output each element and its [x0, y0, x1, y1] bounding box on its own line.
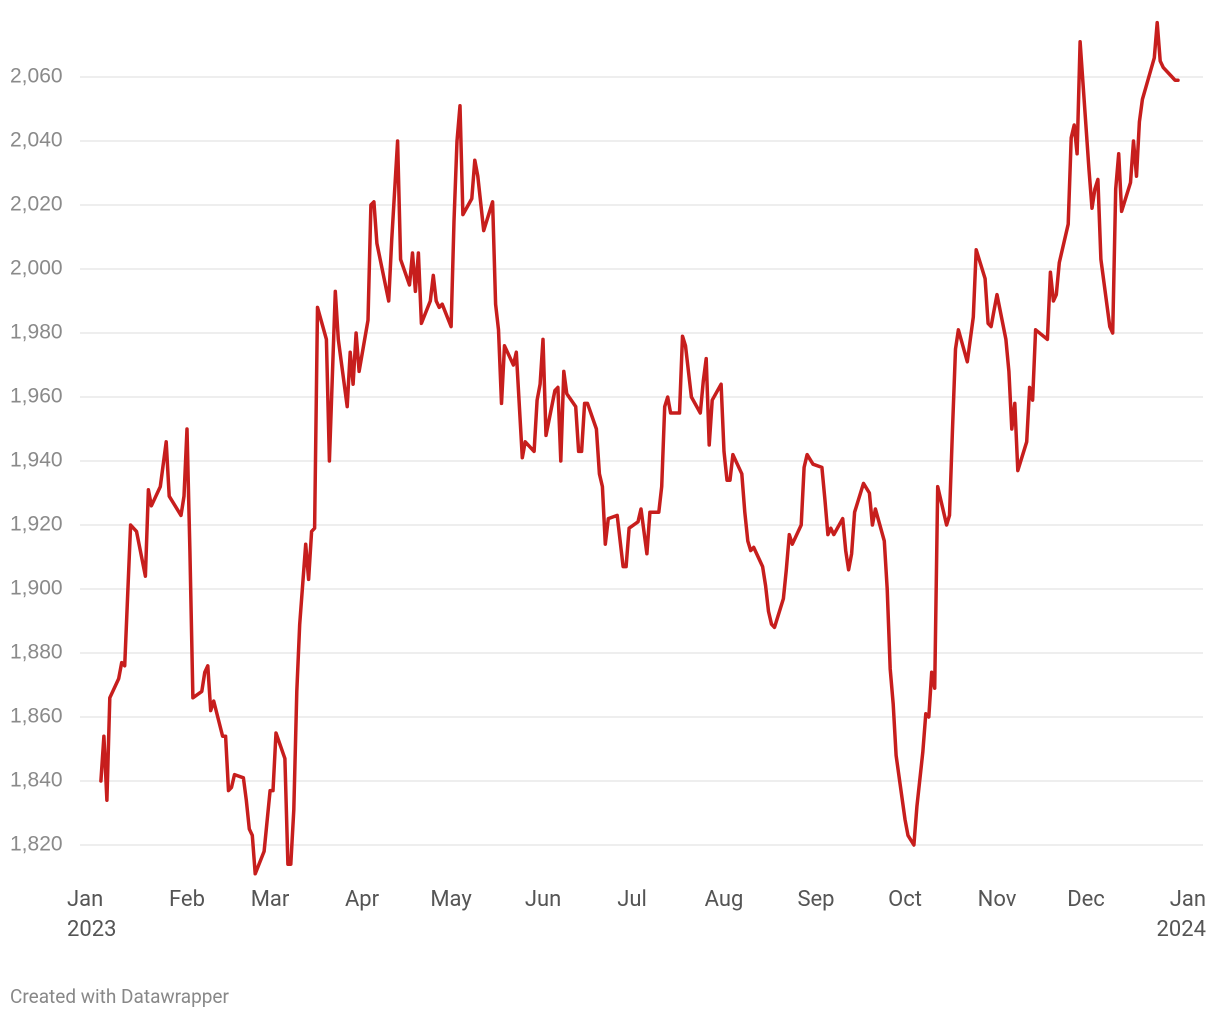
y-tick-label: 1,880 [10, 641, 63, 664]
y-tick-label: 1,940 [10, 449, 63, 472]
x-tick-label: Jun [524, 887, 562, 912]
x-tick-label: Aug [704, 887, 744, 912]
x-tick-label: Jan 2023 [67, 887, 117, 942]
y-tick-label: 1,920 [10, 513, 63, 536]
y-tick-label: 1,980 [10, 321, 63, 344]
y-tick-label: 1,960 [10, 385, 63, 408]
x-tick-label: Dec [1067, 887, 1105, 912]
x-tick-label: Nov [977, 887, 1017, 912]
y-tick-label: 1,860 [10, 705, 63, 728]
x-tick-label: May [430, 887, 472, 912]
x-tick-label: Sep [797, 887, 835, 912]
y-tick-label: 2,000 [10, 257, 63, 280]
x-tick-label: Oct [888, 887, 922, 912]
x-tick-label: Apr [344, 887, 380, 912]
x-tick-label: Jul [617, 887, 647, 912]
footer: Created with Datawrapper [10, 985, 229, 1008]
price-line [99, 20, 1180, 876]
x-tick-label: Feb [168, 887, 205, 912]
y-tick-label: 2,020 [10, 193, 63, 216]
y-tick-label: 2,060 [10, 65, 63, 88]
y-tick-label: 2,040 [10, 129, 63, 152]
x-tick-label: Jan 2024 [1156, 887, 1206, 942]
y-tick-label: 1,840 [10, 769, 63, 792]
x-tick-label: Mar [250, 887, 290, 912]
y-tick-label: 1,820 [10, 833, 63, 856]
y-tick-label: 1,900 [10, 577, 63, 600]
